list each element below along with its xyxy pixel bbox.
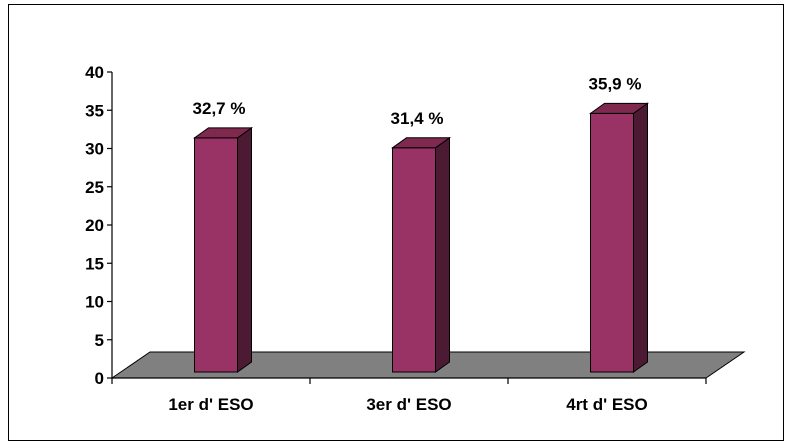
bar-front [590,112,634,373]
y-tick-label: 10 [85,293,104,312]
bar-top [390,137,452,149]
y-tick-label: 25 [85,178,104,197]
x-category-label: 3er d' ESO [366,395,451,414]
data-label: 35,9 % [589,74,642,93]
y-tick-label: 35 [85,101,104,120]
y-tick-label: 30 [85,140,104,159]
y-tick-label: 0 [95,369,104,388]
y-tick-label: 15 [85,254,104,273]
y-tick-label: 20 [85,216,104,235]
bar-top [192,127,254,139]
bar-side [435,136,450,373]
y-tick-label: 40 [85,63,104,82]
bar-front [194,137,238,373]
bar-top [588,102,650,114]
x-category-label: 1er d' ESO [168,395,253,414]
bar-side [633,102,648,373]
chart-frame [8,4,784,441]
data-label: 31,4 % [391,109,444,128]
x-category-label: 4rt d' ESO [566,395,648,414]
bar-front [392,147,436,373]
data-label: 32,7 % [193,99,246,118]
y-tick-label: 5 [95,331,104,350]
bar-side [237,126,252,373]
